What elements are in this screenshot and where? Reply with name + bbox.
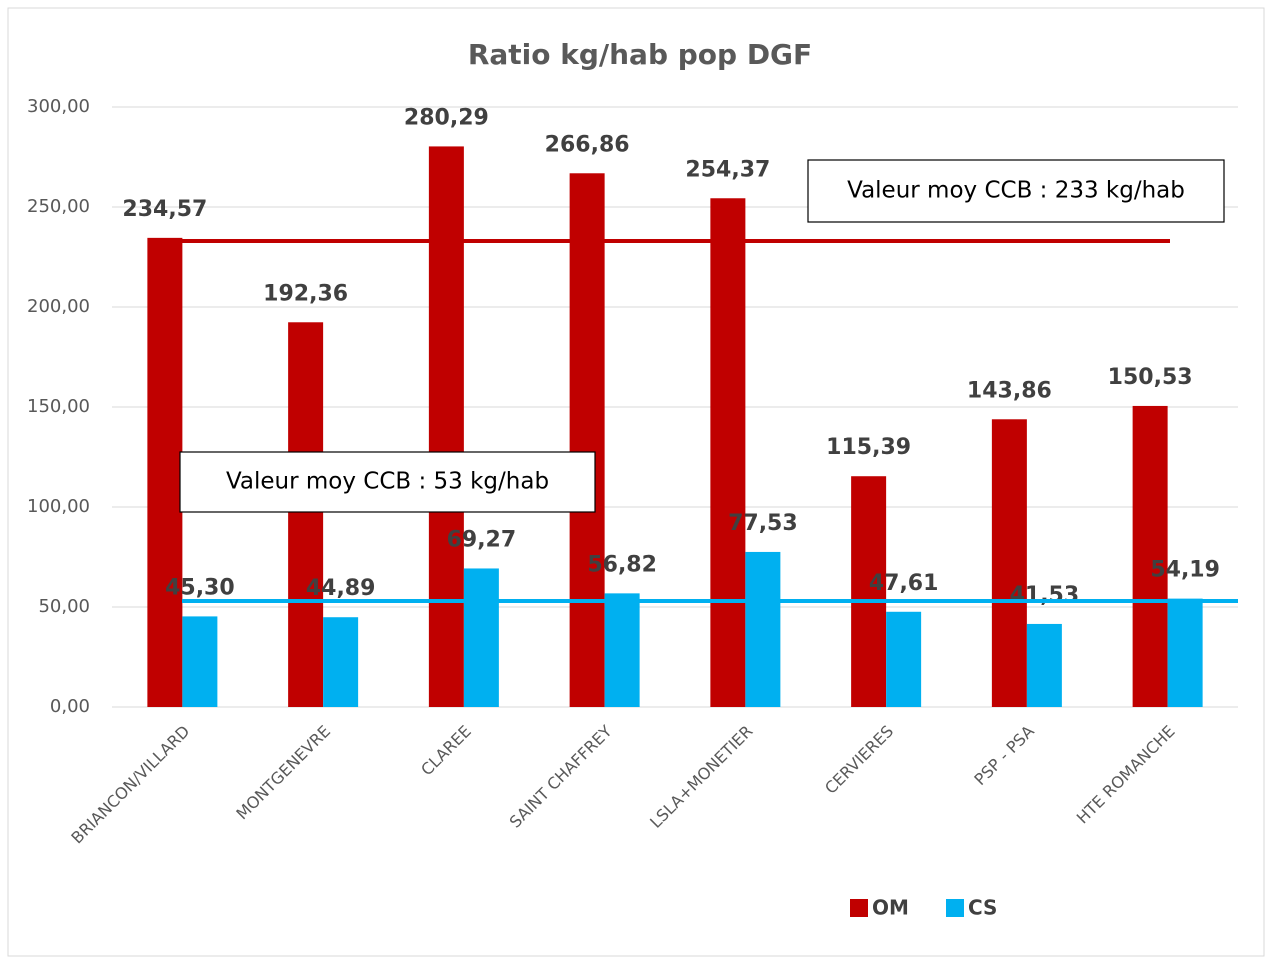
bar: [323, 617, 359, 707]
data-label: 47,61: [869, 571, 939, 596]
data-label: 143,86: [967, 378, 1052, 403]
legend-label: CS: [968, 896, 997, 920]
data-label: 45,30: [165, 575, 235, 600]
y-tick-label: 200,00: [27, 296, 90, 317]
bar: [569, 173, 605, 707]
bar: [991, 419, 1027, 707]
bar: [745, 551, 781, 707]
data-label: 254,37: [685, 157, 770, 182]
data-label: 44,89: [306, 576, 376, 601]
bar: [182, 616, 218, 707]
bar: [1026, 623, 1062, 707]
annotation-box: [179, 451, 596, 513]
bar: [604, 593, 640, 707]
bar: [851, 476, 887, 707]
legend-label: OM: [872, 896, 909, 920]
bar: [886, 611, 922, 707]
data-label: 115,39: [826, 435, 911, 460]
bar: [710, 198, 746, 707]
y-tick-label: 50,00: [38, 596, 90, 617]
data-label: 54,19: [1150, 558, 1220, 583]
legend-swatch: [850, 899, 868, 917]
data-label: 280,29: [404, 105, 489, 130]
legend-swatch: [946, 899, 964, 917]
data-label: 192,36: [263, 281, 348, 306]
bar: [428, 146, 464, 708]
data-label: 41,53: [1010, 583, 1080, 608]
data-label: 69,27: [447, 527, 517, 552]
bar: [1132, 405, 1168, 707]
data-label: 56,82: [587, 552, 657, 577]
y-tick-label: 250,00: [27, 196, 90, 217]
y-tick-label: 300,00: [27, 96, 90, 117]
y-tick-label: 0,00: [50, 696, 90, 717]
annotation: Valeur moy CCB : 233 kg/hab: [847, 178, 1185, 204]
bar: [1167, 598, 1203, 707]
annotation-box: [807, 159, 1225, 223]
data-label: 150,53: [1108, 365, 1193, 390]
bar: [288, 322, 324, 707]
data-label: 234,57: [122, 197, 207, 222]
y-tick-label: 100,00: [27, 496, 90, 517]
chart-title: Ratio kg/hab pop DGF: [468, 38, 812, 71]
bar: [147, 237, 183, 708]
data-label: 266,86: [545, 132, 630, 157]
bar: [463, 568, 499, 707]
annotation: Valeur moy CCB : 53 kg/hab: [226, 469, 549, 495]
data-label: 77,53: [728, 511, 798, 536]
y-tick-label: 150,00: [27, 396, 90, 417]
